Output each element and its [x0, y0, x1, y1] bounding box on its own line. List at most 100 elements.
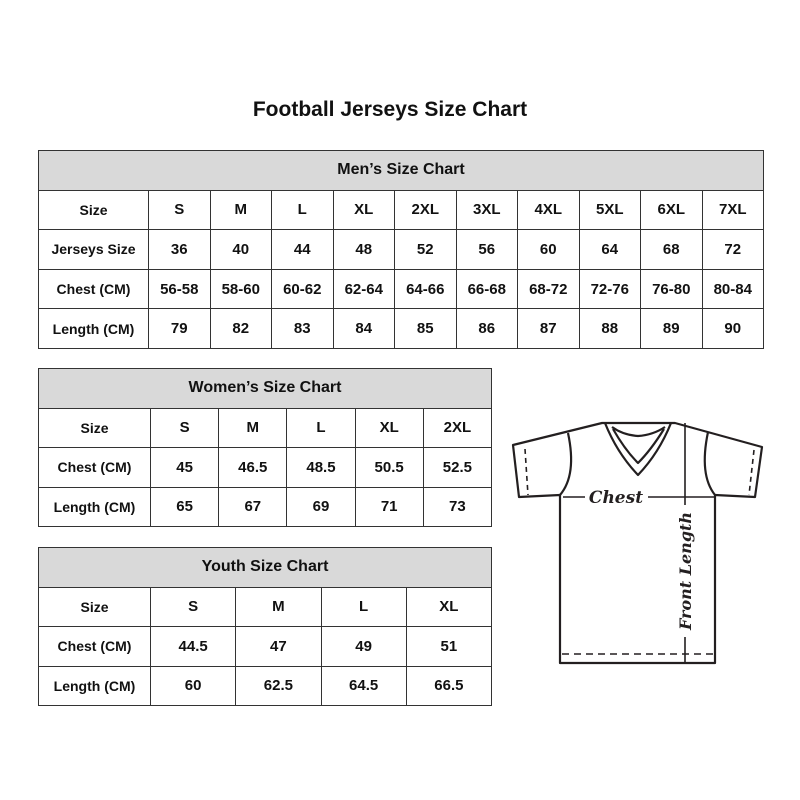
row-label: Size — [38, 407, 151, 448]
table-cell: 84 — [332, 308, 395, 349]
table-cell: 80-84 — [701, 268, 764, 310]
front-length-label: Front Length — [676, 512, 695, 631]
collar-outer — [603, 422, 673, 477]
table-cell: 48 — [332, 229, 395, 270]
table-cell: 47 — [235, 626, 322, 667]
table-cell: 66-68 — [455, 268, 518, 310]
table-cell: 40 — [209, 229, 272, 270]
table-row: Size S M L XL — [38, 586, 493, 627]
table-cell: 82 — [209, 308, 272, 349]
table-cell: 52 — [394, 229, 457, 270]
jersey-diagram: Chest Front Length — [511, 421, 764, 665]
womens-size-table: Women’s Size Chart Size S M L XL 2XL Chest (CM)… — [38, 368, 493, 527]
table-cell: 71 — [354, 486, 424, 527]
table-row: Size S M L XL 2XL — [38, 407, 493, 448]
table-cell: L — [286, 407, 356, 448]
left-sleeve-hem — [524, 448, 529, 496]
table-cell: 45 — [149, 447, 220, 488]
table-row: Length (CM) 79 82 83 84 85 86 87 88 89 90 — [38, 308, 764, 349]
table-cell: 64.5 — [320, 665, 407, 706]
table-cell: XL — [354, 407, 424, 448]
table-cell: 2XL — [422, 407, 493, 448]
youth-table-heading: Youth Size Chart — [38, 547, 492, 588]
table-cell: 88 — [578, 308, 641, 349]
table-cell: 60-62 — [271, 268, 334, 310]
table-cell: 6XL — [640, 189, 703, 231]
table-cell: S — [148, 189, 211, 231]
table-cell: 65 — [149, 486, 220, 527]
table-row: Length (CM) 60 62.5 64.5 66.5 — [38, 665, 493, 706]
table-cell: 7XL — [701, 189, 764, 231]
table-cell: 62.5 — [235, 665, 322, 706]
table-row: Chest (CM) 44.5 47 49 51 — [38, 626, 493, 667]
table-cell: 51 — [405, 626, 493, 667]
collar-inner — [611, 426, 666, 465]
table-cell: 87 — [517, 308, 580, 349]
table-cell: 90 — [701, 308, 764, 349]
table-cell: 73 — [422, 486, 493, 527]
row-label: Length (CM) — [38, 665, 151, 706]
right-armhole — [703, 431, 716, 496]
table-cell: 60 — [517, 229, 580, 270]
table-cell: 83 — [271, 308, 334, 349]
table-cell: 64 — [578, 229, 641, 270]
row-label: Size — [38, 189, 149, 231]
table-cell: 76-80 — [640, 268, 703, 310]
table-cell: XL — [332, 189, 395, 231]
page-title: Football Jerseys Size Chart — [252, 98, 528, 121]
table-cell: 50.5 — [354, 447, 424, 488]
row-label: Jerseys Size — [38, 229, 149, 270]
table-cell: 56 — [455, 229, 518, 270]
table-cell: M — [209, 189, 272, 231]
table-cell: S — [149, 407, 220, 448]
table-cell: 86 — [455, 308, 518, 349]
row-label: Chest (CM) — [38, 268, 149, 310]
right-sleeve-hem — [748, 449, 755, 496]
row-label: Length (CM) — [38, 308, 149, 349]
table-cell: 56-58 — [148, 268, 211, 310]
table-row: Length (CM) 65 67 69 71 73 — [38, 486, 493, 527]
table-cell: 79 — [148, 308, 211, 349]
table-cell: 58-60 — [209, 268, 272, 310]
mens-size-table: Men’s Size Chart Size S M L XL 2XL 3XL 4XL 5XL 6XL… — [38, 150, 764, 349]
row-label: Size — [38, 586, 151, 627]
table-cell: 44 — [271, 229, 334, 270]
table-cell: 72-76 — [578, 268, 641, 310]
youth-size-table: Youth Size Chart Size S M L XL Chest (CM) 44.5 4… — [38, 547, 493, 706]
table-cell: 67 — [218, 486, 288, 527]
table-cell: 44.5 — [149, 626, 237, 667]
table-cell: 68 — [640, 229, 703, 270]
table-cell: 5XL — [578, 189, 641, 231]
table-cell: L — [320, 586, 407, 627]
table-cell: 52.5 — [422, 447, 493, 488]
left-armhole — [559, 432, 573, 496]
table-row: Size S M L XL 2XL 3XL 4XL 5XL 6XL 7XL — [38, 189, 764, 231]
table-cell: M — [235, 586, 322, 627]
row-label: Length (CM) — [38, 486, 151, 527]
table-cell: 46.5 — [218, 447, 288, 488]
table-cell: 66.5 — [405, 665, 493, 706]
table-cell: 68-72 — [517, 268, 580, 310]
table-cell: 60 — [149, 665, 237, 706]
table-cell: 64-66 — [394, 268, 457, 310]
table-cell: 72 — [701, 229, 764, 270]
table-row: Jerseys Size 36 40 44 48 52 56 60 64 68 72 — [38, 229, 764, 270]
table-cell: 69 — [286, 486, 356, 527]
table-row: Chest (CM) 56-58 58-60 60-62 62-64 64-66 66-68… — [38, 268, 764, 310]
table-cell: 49 — [320, 626, 407, 667]
men-table-heading: Men’s Size Chart — [38, 150, 764, 191]
table-cell: M — [218, 407, 288, 448]
table-cell: 3XL — [455, 189, 518, 231]
table-cell: 62-64 — [332, 268, 395, 310]
table-cell: 85 — [394, 308, 457, 349]
table-row: Chest (CM) 45 46.5 48.5 50.5 52.5 — [38, 447, 493, 488]
table-cell: 4XL — [517, 189, 580, 231]
women-table-heading: Women’s Size Chart — [38, 368, 492, 409]
table-cell: 36 — [148, 229, 211, 270]
table-cell: XL — [405, 586, 493, 627]
jersey-outline — [511, 421, 764, 665]
table-cell: 89 — [640, 308, 703, 349]
row-label: Chest (CM) — [38, 626, 151, 667]
chest-label: Chest — [589, 488, 643, 508]
table-cell: S — [149, 586, 237, 627]
